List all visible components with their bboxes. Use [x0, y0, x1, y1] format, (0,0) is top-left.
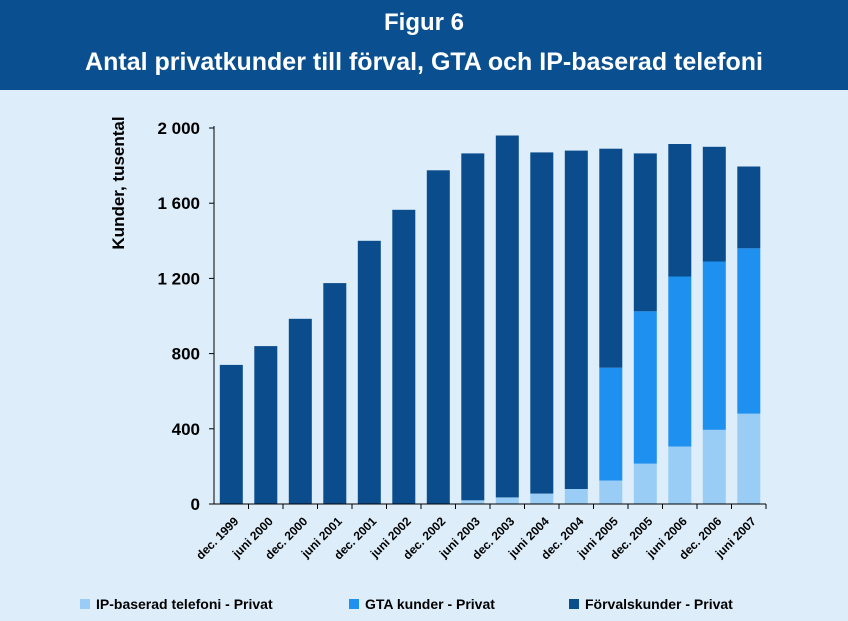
bar-forval-9 — [530, 152, 554, 494]
bar-forval-14 — [702, 146, 726, 262]
bar-gta-12 — [633, 311, 657, 464]
bar-forval-0 — [219, 364, 243, 504]
chart-title: Antal privatkunder till förval, GTA och … — [85, 48, 763, 76]
legend-label-gta: GTA kunder - Privat — [365, 596, 495, 612]
legend-swatch-forval — [569, 599, 579, 609]
bar-forval-4 — [357, 240, 381, 505]
bar-forval-7 — [461, 153, 485, 501]
figure-label: Figur 6 — [383, 9, 464, 36]
bar-forval-8 — [495, 135, 519, 498]
bar-forval-15 — [737, 166, 761, 249]
legend-label-forval: Förvalskunder - Privat — [585, 596, 733, 612]
bar-gta-11 — [599, 367, 623, 481]
y-tick-label: 800 — [172, 345, 200, 364]
legend-label-ip: IP-baserad telefoni - Privat — [96, 596, 273, 612]
bar-forval-11 — [599, 148, 623, 368]
bar-forval-5 — [392, 209, 416, 505]
bar-ip-7 — [461, 500, 485, 504]
bar-ip-11 — [599, 480, 623, 504]
bar-forval-6 — [426, 170, 450, 505]
bar-gta-15 — [737, 248, 761, 414]
legend-swatch-ip — [80, 599, 90, 609]
legend-item-gta: GTA kunder - Privat — [349, 596, 495, 612]
legend-item-ip: IP-baserad telefoni - Privat — [80, 596, 273, 612]
bar-gta-14 — [702, 261, 726, 430]
bar-forval-2 — [288, 318, 312, 504]
bar-ip-15 — [737, 413, 761, 504]
legend-item-forval: Förvalskunder - Privat — [569, 596, 733, 612]
y-tick-label: 1 200 — [157, 269, 200, 288]
bar-ip-10 — [564, 489, 588, 504]
bar-ip-8 — [495, 497, 519, 504]
y-tick-label: 400 — [172, 420, 200, 439]
bar-ip-9 — [530, 493, 554, 504]
bar-ip-12 — [633, 463, 657, 504]
y-tick-label: 2 000 — [157, 119, 200, 138]
legend-swatch-gta — [349, 599, 359, 609]
bar-forval-12 — [633, 153, 657, 312]
bar-forval-3 — [323, 283, 347, 504]
bar-forval-1 — [254, 346, 278, 504]
y-axis-label: Kunder, tusental — [109, 116, 128, 249]
bar-ip-14 — [702, 429, 726, 504]
bar-gta-13 — [668, 276, 692, 447]
bar-forval-10 — [564, 150, 588, 489]
y-tick-label: 1 600 — [157, 194, 200, 213]
y-tick-label: 0 — [191, 495, 200, 514]
bar-ip-13 — [668, 446, 692, 504]
bar-forval-13 — [668, 144, 692, 277]
chart-header: Figur 6 Antal privatkunder till förval, … — [0, 0, 848, 90]
